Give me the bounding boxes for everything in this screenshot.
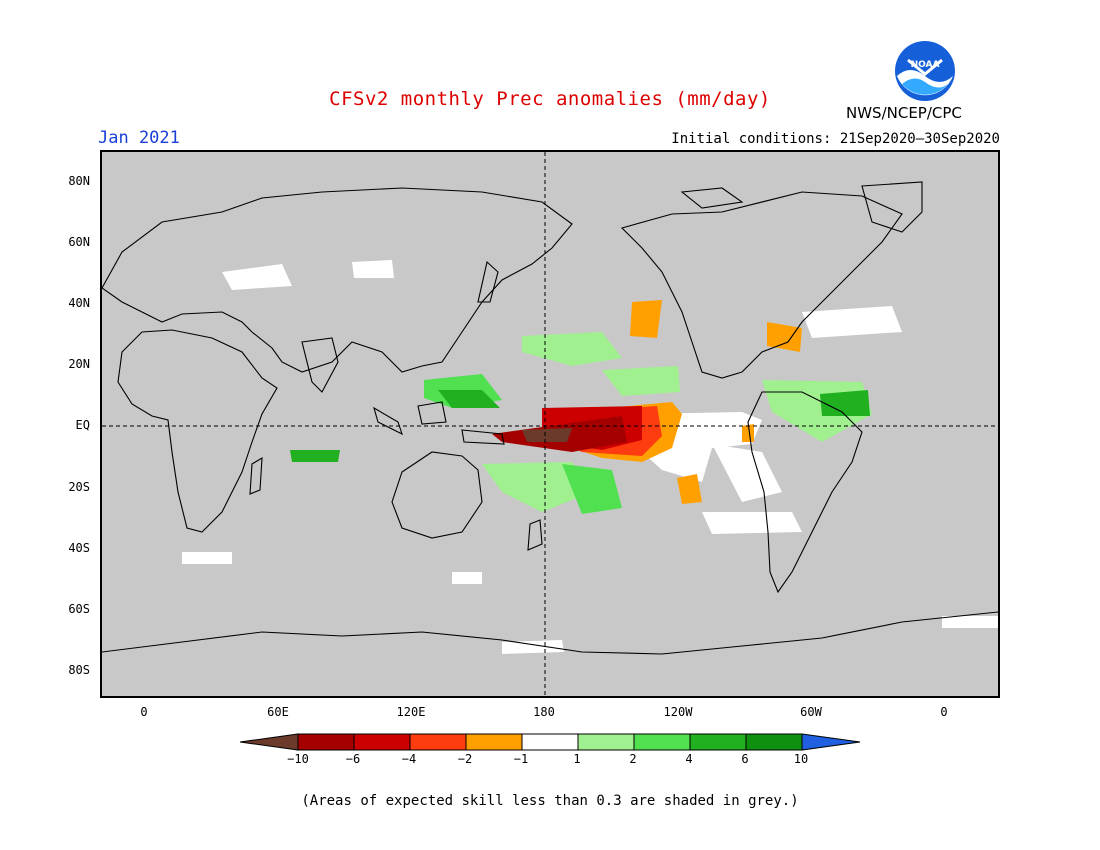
- anomaly-dry-orange-2: [677, 474, 702, 504]
- map-title: CFSv2 monthly Prec anomalies (mm/day): [329, 88, 771, 110]
- anomaly-dry-brown: [522, 428, 572, 442]
- precip-anomaly-map: [100, 150, 1000, 698]
- coast-australia: [391, 451, 483, 539]
- noaa-logo-text: NOAA: [911, 60, 940, 70]
- anomaly-shading: [182, 260, 998, 654]
- anomaly-wet-north-pacific: [522, 332, 622, 366]
- legend-label: −10: [287, 752, 309, 766]
- anomaly-white-patch: [222, 264, 292, 290]
- anomaly-white-patch-2: [802, 306, 902, 338]
- anomaly-dry-orange-3: [630, 300, 662, 338]
- lon-label: 180: [533, 705, 555, 719]
- legend-swatch: [745, 733, 803, 751]
- anomaly-wet-south-pacific: [482, 462, 592, 512]
- anomaly-white-patch-5: [182, 552, 232, 564]
- coast-japan: [477, 260, 499, 303]
- legend-label: 4: [685, 752, 693, 766]
- forecast-month: Jan 2021: [98, 128, 180, 148]
- lon-label: 0: [940, 705, 948, 719]
- legend-swatch: [577, 733, 635, 751]
- coast-borneo: [417, 401, 447, 425]
- legend-label: −4: [401, 752, 417, 766]
- legend-label: 6: [741, 752, 749, 766]
- lon-label: 120E: [396, 705, 426, 719]
- anomaly-white-patch-4: [702, 512, 802, 534]
- anomaly-wet-indian-ocean: [290, 450, 340, 462]
- anomaly-wet-central-pacific: [602, 366, 680, 396]
- lat-label: 60N: [68, 235, 90, 249]
- legend-swatch: [689, 733, 747, 751]
- coast-africa: [117, 329, 278, 533]
- lat-label: 40N: [68, 296, 90, 310]
- lon-label: 120W: [663, 705, 693, 719]
- legend-label: 1: [573, 752, 581, 766]
- legend-swatch: [521, 733, 579, 751]
- lat-label: 20S: [68, 480, 90, 494]
- legend-swatch: [240, 733, 299, 751]
- legend-swatch: [409, 733, 467, 751]
- legend-swatch: [465, 733, 523, 751]
- anomaly-wet-western-pacific-dark: [438, 390, 500, 408]
- lat-label: 40S: [68, 541, 90, 555]
- lon-label: 0: [140, 705, 148, 719]
- noaa-logo: NOAA: [894, 40, 956, 102]
- map-canvas: [102, 152, 998, 696]
- coast-new-guinea: [461, 429, 505, 445]
- legend-swatch: [297, 733, 355, 751]
- legend-swatch: [801, 733, 861, 751]
- anomaly-white-patch-3: [352, 260, 394, 278]
- legend-label: −6: [345, 752, 361, 766]
- lat-label: 80S: [68, 663, 90, 677]
- lat-label: 20N: [68, 357, 90, 371]
- coast-arctic-islands: [680, 187, 744, 209]
- anomaly-white-patch-6: [502, 640, 564, 654]
- coast-north-america: [620, 191, 903, 379]
- skill-note: (Areas of expected skill less than 0.3 a…: [301, 793, 799, 809]
- lat-label: EQ: [75, 418, 90, 432]
- legend-swatch: [633, 733, 691, 751]
- anomaly-wet-atlantic-dark: [820, 390, 870, 416]
- legend-label: 10: [793, 752, 809, 766]
- legend-label: −2: [457, 752, 473, 766]
- legend-colorbar: [240, 733, 861, 751]
- anomaly-dry-orange-4: [767, 322, 802, 352]
- anomaly-white-patch-7: [942, 616, 998, 628]
- anomaly-dry-orange-5: [742, 424, 754, 442]
- coast-greenland: [861, 181, 923, 233]
- lat-label: 80N: [68, 174, 90, 188]
- anomaly-white-patch-8: [452, 572, 482, 584]
- lat-label: 60S: [68, 602, 90, 616]
- reference-lines: [102, 152, 998, 696]
- coast-eurasia: [102, 187, 573, 373]
- agency-label: NWS/NCEP/CPC: [846, 104, 962, 122]
- anomaly-white-band-2: [712, 444, 782, 502]
- anomaly-wet-south-pacific-2: [562, 464, 622, 514]
- coast-new-zealand: [527, 519, 543, 551]
- coast-south-america: [747, 391, 863, 594]
- coast-antarctica: [102, 611, 998, 655]
- lon-label: 60W: [800, 705, 822, 719]
- coast-sumatra: [373, 406, 403, 436]
- legend-label: −1: [513, 752, 529, 766]
- coast-india: [301, 337, 339, 393]
- legend-label: 2: [629, 752, 637, 766]
- coastlines: [102, 181, 998, 655]
- legend-swatch: [353, 733, 411, 751]
- initial-conditions: Initial conditions: 21Sep2020–30Sep2020: [671, 131, 1000, 147]
- lon-label: 60E: [267, 705, 289, 719]
- coast-madagascar: [249, 456, 263, 495]
